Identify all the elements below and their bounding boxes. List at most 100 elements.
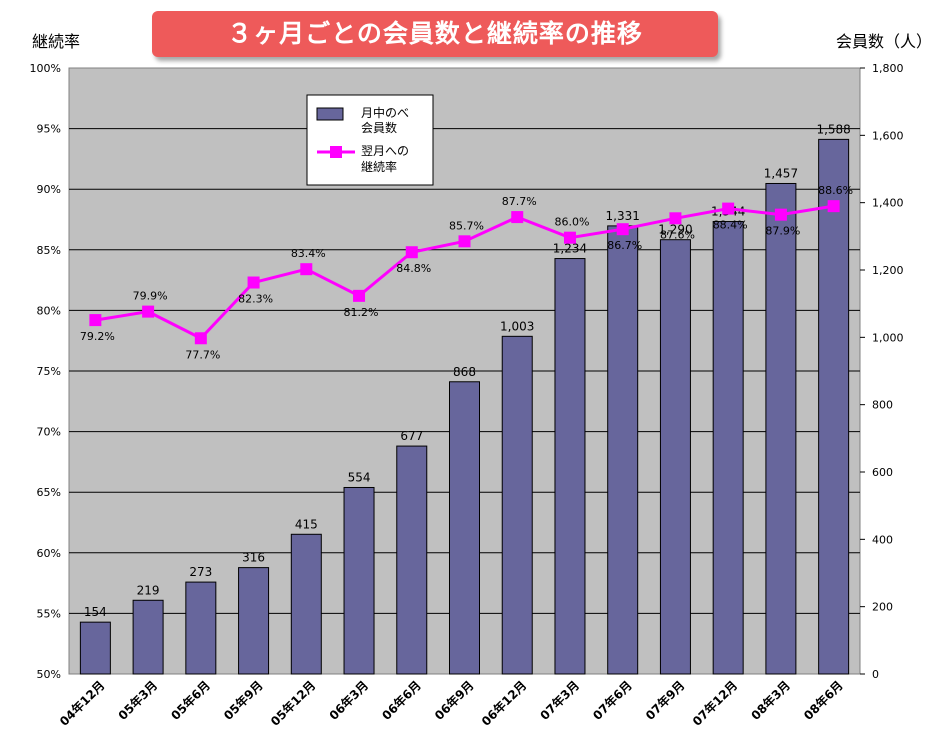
x-category-label: 06年12月 [478, 678, 529, 729]
bar-data-label: 1,290 [658, 223, 692, 237]
right-axis-tick-label: 1,000 [872, 331, 904, 344]
bar-data-label: 273 [189, 565, 212, 579]
bar-data-label: 1,588 [816, 122, 850, 136]
bar-data-label: 415 [295, 517, 318, 531]
right-axis-tick-label: 0 [872, 668, 879, 681]
bar [449, 381, 480, 675]
legend-bar-label-line2: 会員数 [361, 120, 397, 135]
line-data-label: 79.9% [133, 290, 168, 303]
line-data-label: 77.7% [185, 348, 220, 361]
right-axis-tick-label: 1,800 [872, 62, 904, 75]
x-category-label: 08年6月 [800, 678, 845, 723]
x-category-label: 08年3月 [748, 678, 793, 723]
line-marker [827, 200, 840, 213]
line-marker [142, 305, 155, 318]
legend-bar-swatch [316, 107, 344, 121]
left-axis-tick-label: 95% [37, 123, 61, 136]
bar-data-label: 677 [400, 429, 423, 443]
x-category-label: 07年9月 [642, 678, 687, 723]
left-axis-tick-label: 60% [37, 547, 61, 560]
line-data-label: 82.3% [238, 293, 273, 306]
bar [659, 239, 691, 675]
bar [396, 445, 428, 675]
right-axis-tick-label: 1,200 [872, 264, 904, 277]
right-axis-tick-label: 400 [872, 533, 893, 546]
line-data-label: 87.9% [765, 225, 800, 238]
line-marker [89, 314, 102, 327]
right-axis-title: 会員数（人） [836, 32, 933, 51]
line-marker [616, 223, 629, 236]
bar [501, 335, 533, 675]
bar-data-label: 316 [242, 551, 265, 565]
line-data-label: 88.6% [818, 184, 853, 197]
x-category-label: 07年6月 [590, 678, 635, 723]
line-marker [563, 231, 576, 244]
right-axis-tick-label: 1,400 [872, 197, 904, 210]
bar [554, 258, 586, 675]
bar [607, 225, 639, 675]
line-marker [774, 208, 787, 221]
bar-data-label: 154 [84, 605, 107, 619]
right-axis-tick-label: 600 [872, 466, 893, 479]
left-axis-tick-label: 90% [37, 183, 61, 196]
line-data-label: 87.6% [660, 228, 695, 241]
legend-line-marker [330, 146, 342, 158]
bar [132, 599, 164, 675]
left-axis-tick-label: 55% [37, 607, 61, 620]
legend-bar-label-line1: 月中のべ [361, 105, 409, 120]
line-marker [353, 289, 366, 302]
x-category-label: 05年3月 [115, 678, 160, 723]
left-axis-title: 継続率 [32, 32, 81, 51]
line-data-label: 81.2% [344, 306, 379, 319]
bar-data-label: 1,003 [500, 319, 534, 333]
bar [765, 182, 797, 675]
line-marker [300, 263, 313, 276]
line-marker [405, 246, 418, 259]
bar-data-label: 1,331 [606, 209, 640, 223]
line-marker [247, 276, 260, 289]
bar [343, 486, 375, 675]
right-axis-tick-label: 200 [872, 601, 893, 614]
line-marker [722, 202, 735, 215]
x-category-label: 05年9月 [220, 678, 265, 723]
right-axis-tick-label: 1,600 [872, 129, 904, 142]
bar [290, 533, 322, 675]
x-category-label: 07年12月 [689, 678, 740, 729]
left-axis-tick-label: 75% [37, 365, 61, 378]
line-marker [458, 235, 471, 248]
right-axis-tick-label: 800 [872, 399, 893, 412]
line-marker [669, 212, 682, 225]
line-data-label: 83.4% [291, 247, 326, 260]
x-category-label: 07年3月 [537, 678, 582, 723]
bar [79, 621, 111, 675]
x-category-label: 06年6月 [379, 678, 424, 723]
line-data-label: 84.8% [396, 262, 431, 275]
bar [818, 138, 850, 675]
x-category-label: 05年6月 [168, 678, 213, 723]
left-axis-tick-label: 80% [37, 304, 61, 317]
bar [238, 567, 270, 675]
line-data-label: 85.7% [449, 219, 484, 232]
bar-data-label: 868 [453, 365, 476, 379]
left-axis-tick-label: 65% [37, 486, 61, 499]
left-axis-tick-label: 100% [30, 62, 61, 75]
x-category-label: 06年3月 [326, 678, 371, 723]
left-axis-tick-label: 50% [37, 668, 61, 681]
left-axis-tick-label: 70% [37, 426, 61, 439]
x-category-label: 04年12月 [56, 678, 107, 729]
line-data-label: 79.2% [80, 330, 115, 343]
bar-data-label: 554 [348, 470, 371, 484]
x-category-label: 06年9月 [431, 678, 476, 723]
chart-title: ３ヶ月ごとの会員数と継続率の推移 [152, 11, 718, 57]
line-data-label: 86.7% [607, 239, 642, 252]
x-category-label: 05年12月 [267, 678, 318, 729]
line-data-label: 87.7% [502, 195, 537, 208]
legend-line-label-line2: 継続率 [361, 159, 397, 174]
line-marker [194, 332, 207, 345]
left-axis-tick-label: 85% [37, 244, 61, 257]
legend-line-label-line1: 翌月への [361, 144, 409, 158]
line-data-label: 88.4% [713, 219, 748, 232]
line-marker [511, 211, 524, 224]
line-data-label: 86.0% [554, 216, 589, 229]
